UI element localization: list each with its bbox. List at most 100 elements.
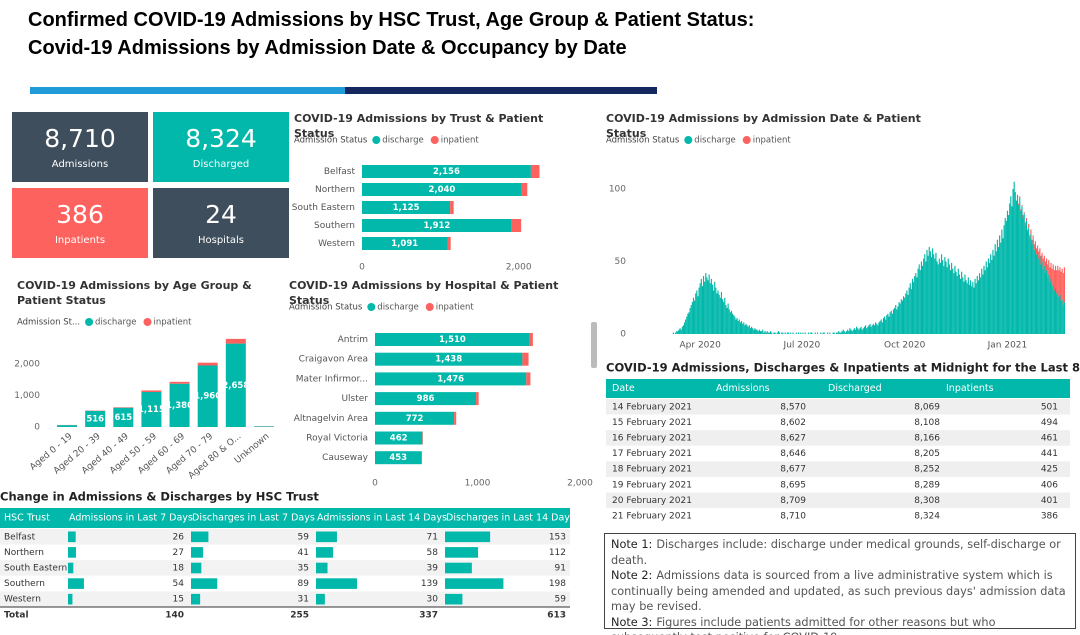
bar-segment (909, 283, 911, 334)
bar-segment (1005, 220, 1007, 334)
bar-segment (797, 332, 800, 334)
bar-segment (375, 431, 423, 445)
bar-segment (882, 318, 885, 334)
data-label: 1,091 (391, 239, 418, 249)
table-row-bg (606, 461, 1070, 477)
bar-segment (898, 302, 900, 334)
bar-segment (934, 258, 936, 334)
bar-segment (1026, 229, 1029, 233)
kpi-value: 386 (56, 200, 104, 229)
bar-segment (888, 316, 890, 334)
bar-segment (829, 332, 831, 334)
bar-segment (1018, 203, 1020, 205)
bar-segment (375, 411, 455, 425)
bar-segment (1063, 267, 1066, 303)
bar-segment (980, 277, 982, 334)
table-row-bg (0, 575, 570, 592)
bar-segment (984, 270, 986, 334)
table-cell: 31 (298, 595, 309, 605)
data-bar (316, 562, 328, 574)
kpi-value: 8,710 (44, 124, 116, 153)
bar-segment (966, 283, 968, 334)
bar-segment (1059, 294, 1061, 334)
y-tick-label: Northern (315, 185, 355, 195)
bar-segment (919, 270, 921, 334)
bar-segment (916, 277, 918, 334)
column-header: Discharges in Last 7 Days (192, 513, 315, 524)
bar-segment (991, 260, 993, 334)
bar-segment (977, 280, 979, 334)
bar-segment (1054, 265, 1057, 288)
bar-segment (1028, 223, 1030, 229)
bar-segment (476, 392, 479, 406)
bar-segment (1024, 222, 1026, 226)
bar-segment (1048, 260, 1050, 275)
legend-label: inpatient (753, 136, 792, 146)
x-tick-label: 0 (372, 479, 378, 489)
table-cell: 8,627 (780, 434, 806, 444)
data-label: 1,380 (166, 401, 193, 411)
bar-segment (732, 313, 734, 334)
bar-segment (773, 332, 775, 334)
column-header: Admissions in Last 7 Days (69, 513, 193, 524)
bar-segment (870, 326, 872, 334)
bar-segment (968, 284, 971, 334)
legend-title: Admission Status (289, 303, 363, 313)
bar-segment (1013, 181, 1015, 334)
bar-segment (717, 290, 719, 334)
table-cell: 112 (549, 548, 566, 558)
bar-segment (804, 332, 806, 334)
bar-segment (782, 332, 784, 334)
bar-segment (981, 268, 983, 334)
data-bar (445, 531, 491, 543)
bar-segment (1019, 196, 1021, 198)
bar-segment (691, 302, 693, 334)
bar-segment (961, 271, 963, 334)
bar-segment (982, 274, 984, 334)
page-title: Confirmed COVID-19 Admissions by HSC Tru… (28, 9, 755, 31)
bar-segment (1060, 300, 1062, 334)
table-cell: 8,069 (914, 402, 940, 412)
bar-segment (778, 332, 781, 334)
bar-segment (1023, 213, 1025, 334)
bar-segment (850, 329, 852, 334)
table-row-bg (606, 508, 1070, 524)
data-bar (316, 593, 325, 605)
bar-segment (926, 249, 928, 334)
data-label: 453 (389, 453, 407, 463)
table-row-bg (0, 529, 570, 545)
bar-segment (923, 258, 925, 334)
bar-segment (1001, 229, 1003, 334)
bar-segment (852, 329, 854, 334)
table-cell: 8,710 (780, 512, 806, 522)
bar-segment (879, 320, 881, 334)
bar-segment (935, 252, 937, 334)
table-cell: 58 (427, 548, 439, 558)
bar-segment (951, 262, 953, 334)
bar-segment (1010, 196, 1012, 334)
data-label: 2,156 (433, 167, 460, 177)
bar-segment (833, 332, 835, 334)
data-bar (191, 531, 209, 543)
bar-segment (776, 332, 778, 334)
bar-segment (883, 316, 886, 334)
column-header: HSC Trust (4, 513, 50, 524)
bar-segment (698, 287, 700, 334)
table-cell: 153 (549, 532, 566, 542)
note-label: Note 3: (611, 615, 653, 629)
bar-segment (701, 286, 704, 334)
bar-segment (943, 265, 945, 334)
bar-segment (768, 332, 771, 334)
table-cell: 441 (1041, 449, 1058, 459)
table-cell: 8,289 (914, 480, 940, 490)
bar-segment (873, 325, 876, 334)
bar-segment (967, 277, 969, 334)
bar-segment (680, 329, 682, 334)
bar-segment (877, 325, 879, 334)
bar-segment (714, 281, 716, 334)
table-cell: 27 (173, 548, 184, 558)
bar-segment (913, 281, 915, 334)
bar-segment (686, 316, 688, 334)
bar-segment (694, 300, 696, 334)
